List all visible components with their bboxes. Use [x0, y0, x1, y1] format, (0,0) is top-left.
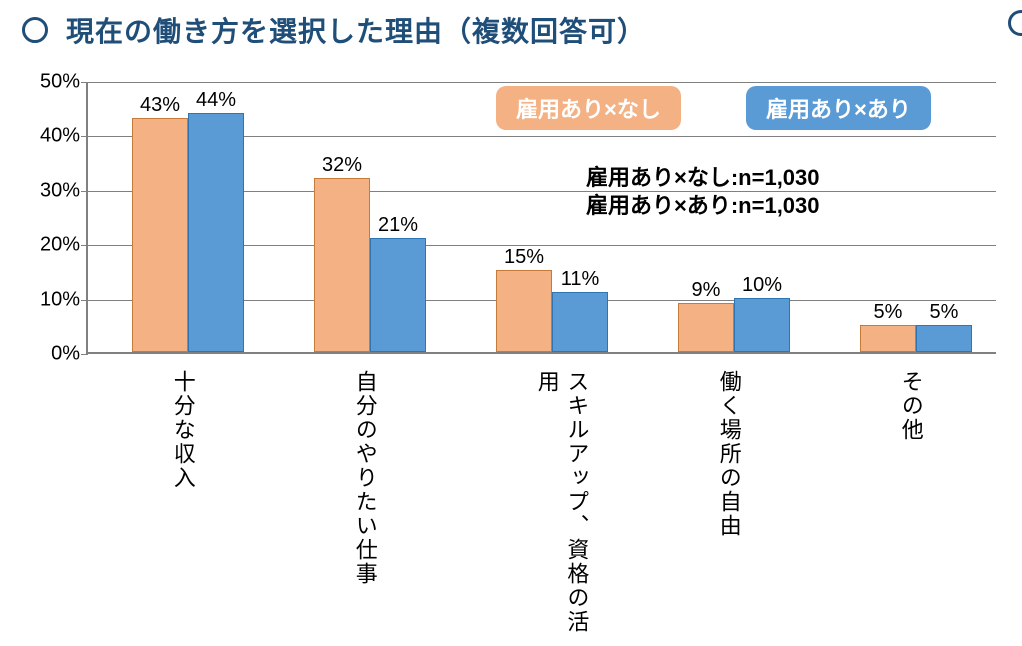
- ytick-label: 10%: [26, 288, 80, 311]
- bar: 21%: [370, 238, 426, 352]
- x-category-label: その他: [896, 370, 926, 442]
- bar: 32%: [314, 178, 370, 352]
- bar: 15%: [496, 270, 552, 352]
- bar-group: 9%10%: [678, 298, 790, 352]
- ytick-label: 40%: [26, 125, 80, 148]
- bar-value-label: 11%: [561, 268, 600, 291]
- title-row: 現在の働き方を選択した理由（複数回答可）: [0, 10, 1022, 50]
- ytick-label: 0%: [26, 343, 80, 366]
- bar-group: 15%11%: [496, 270, 608, 352]
- bar-value-label: 32%: [322, 154, 362, 177]
- bar: 11%: [552, 292, 608, 352]
- ytick-mark: [81, 191, 88, 192]
- x-category-label: 自分のやりたい仕事: [350, 370, 380, 586]
- ytick-label: 30%: [26, 179, 80, 202]
- legend-label-a: 雇用あり×なし: [516, 92, 661, 124]
- bar-value-label: 43%: [140, 94, 180, 117]
- bar: 44%: [188, 113, 244, 352]
- ytick-label: 20%: [26, 234, 80, 257]
- bar-value-label: 15%: [504, 246, 544, 269]
- bar-value-label: 5%: [930, 301, 959, 324]
- chart: 43%44%32%21%15%11%9%10%5%5% 0%10%20%30%4…: [26, 82, 996, 372]
- legend-label-b: 雇用あり×あり: [766, 92, 911, 124]
- bar: 43%: [132, 118, 188, 352]
- bar: 10%: [734, 298, 790, 352]
- bar-value-label: 21%: [378, 214, 418, 237]
- bar: 5%: [860, 325, 916, 352]
- x-category-label: 働く場所の自由: [714, 370, 744, 538]
- ytick-label: 50%: [26, 71, 80, 94]
- bar-group: 5%5%: [860, 325, 972, 352]
- bar: 9%: [678, 303, 734, 352]
- bar: 5%: [916, 325, 972, 352]
- ytick-mark: [81, 300, 88, 301]
- bullet-icon: [22, 17, 48, 43]
- bar-value-label: 10%: [742, 274, 782, 297]
- ytick-mark: [81, 82, 88, 83]
- bar-value-label: 5%: [874, 301, 903, 324]
- bar-group: 43%44%: [132, 113, 244, 352]
- x-axis-labels: 十分な収入 自分のやりたい仕事 スキルアップ、資格の活用 働く場所の自由 その他: [86, 370, 996, 640]
- gridline: [88, 82, 996, 83]
- legend-series-b: 雇用あり×あり: [746, 86, 931, 130]
- ytick-mark: [81, 136, 88, 137]
- page-title: 現在の働き方を選択した理由（複数回答可）: [66, 10, 646, 50]
- note-n2: 雇用あり×あり:n=1,030: [586, 188, 820, 220]
- x-category-label: スキルアップ、資格の活用: [532, 370, 591, 640]
- bar-group: 32%21%: [314, 178, 426, 352]
- ytick-mark: [81, 245, 88, 246]
- x-category-label: 十分な収入: [168, 370, 198, 490]
- ytick-mark: [81, 354, 88, 355]
- legend-series-a: 雇用あり×なし: [496, 86, 681, 130]
- bar-value-label: 44%: [196, 89, 236, 112]
- bar-value-label: 9%: [692, 279, 721, 302]
